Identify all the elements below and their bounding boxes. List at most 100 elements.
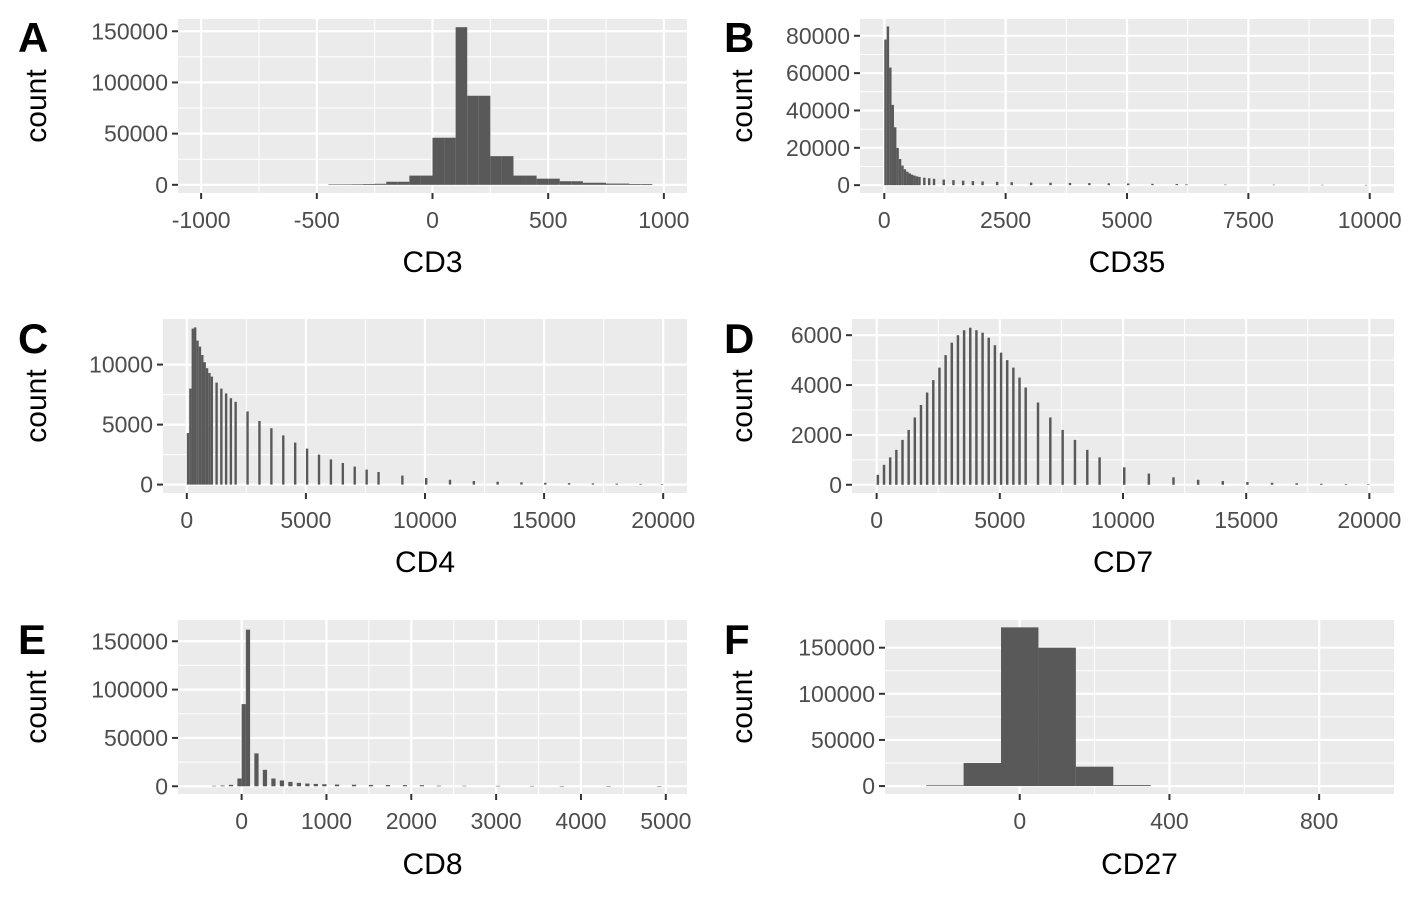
histogram-bar [926, 785, 964, 787]
histogram-bar [925, 392, 929, 485]
histogram-bar [211, 785, 217, 787]
histogram-bar [910, 174, 914, 186]
histogram-bar [901, 439, 904, 485]
histogram-bar [1073, 439, 1077, 485]
y-axis-title: count [20, 670, 53, 744]
y-tick-label: 50000 [811, 727, 875, 753]
y-tick-label: 150000 [91, 628, 168, 654]
y-tick-label: 2000 [791, 422, 842, 448]
histogram-bar [1038, 647, 1076, 787]
x-tick-label: 15000 [512, 507, 576, 533]
histogram-bar [606, 183, 618, 185]
panel-background [178, 620, 687, 794]
histogram-bar [368, 784, 374, 787]
x-tick-label: 0 [235, 808, 248, 834]
histogram-bar [1049, 417, 1052, 485]
histogram-bar [246, 411, 249, 485]
histogram-bar [956, 335, 960, 485]
panel-d: 0 2000 4000 6000 0 5000 10000 15000 20000 CD7 coun… [724, 315, 1401, 579]
histogram-bar [490, 156, 502, 185]
histogram-bar [420, 175, 433, 185]
histogram-bar [1068, 182, 1072, 186]
histogram-bar [999, 352, 1003, 485]
histogram-bar [544, 482, 547, 485]
histogram-bar [1196, 479, 1200, 485]
histogram-bar [363, 183, 375, 185]
histogram-bar [1107, 183, 1111, 186]
panel-tag: C [18, 315, 48, 362]
histogram-bar [938, 367, 941, 485]
histogram-bar [220, 388, 223, 485]
histogram-bar [571, 181, 583, 185]
histogram-bar [1123, 467, 1126, 485]
histogram-bar [432, 137, 445, 185]
histogram-bar [351, 184, 364, 185]
histogram-bar [1049, 182, 1052, 186]
x-tick-label: 500 [529, 207, 567, 233]
x-tick-label: 7500 [1223, 207, 1274, 233]
y-tick-label: 60000 [786, 60, 850, 86]
y-tick-label: 4000 [791, 372, 842, 398]
histogram-bar [975, 330, 978, 485]
histogram-bar [962, 330, 966, 485]
panel-f: 0 50000 100000 150000 0 400 800 CD27 count F [724, 616, 1394, 881]
histogram-bar [1344, 484, 1348, 485]
histogram-bar [606, 786, 611, 787]
histogram-bar [886, 26, 890, 186]
histogram-bar [918, 176, 921, 186]
histogram-bar [444, 137, 456, 185]
histogram-bar [919, 405, 923, 485]
y-tick-label: 80000 [786, 23, 850, 49]
histogram-bar [913, 417, 917, 485]
y-tick-label: 150000 [798, 635, 875, 661]
histogram-bar [993, 345, 997, 485]
y-tick-label: 0 [155, 773, 168, 799]
histogram-bar [1012, 367, 1015, 485]
histogram-bar [903, 169, 907, 186]
x-tick-label: 10000 [393, 507, 457, 533]
histogram-bar [617, 183, 630, 185]
y-axis-title: count [726, 670, 759, 744]
histogram-bar [193, 327, 197, 485]
histogram-bar [339, 184, 352, 185]
y-tick-label: 100000 [91, 69, 168, 95]
histogram-bar [436, 785, 441, 787]
histogram-bar [1185, 184, 1188, 186]
histogram-bar [237, 778, 242, 787]
histogram-bar [942, 179, 945, 186]
histogram-bar [981, 181, 984, 186]
histogram-bar [234, 401, 237, 485]
histogram-bar [448, 479, 452, 485]
histogram-bar [1113, 785, 1151, 787]
histogram-bar [196, 340, 199, 485]
histogram-bar [496, 785, 501, 787]
y-axis-title: count [20, 69, 53, 143]
histogram-bar [501, 156, 514, 185]
histogram-bar [950, 342, 954, 485]
histogram-bar [296, 782, 302, 787]
histogram-bar [1147, 473, 1151, 485]
histogram-bar [559, 181, 572, 185]
histogram-bar [559, 785, 564, 787]
histogram-bar [208, 373, 211, 485]
y-axis-title: count [726, 69, 759, 143]
y-tick-label: 0 [837, 172, 850, 198]
histogram-bar [1018, 377, 1021, 485]
histogram-bar [1024, 387, 1027, 485]
histogram-bar [305, 448, 309, 485]
panel-b: 0 20000 40000 60000 80000 0 2500 5000 7500 10000 C… [724, 14, 1402, 279]
histogram-bar [374, 183, 387, 185]
x-tick-label: 5000 [640, 808, 691, 834]
histogram-bar [1221, 481, 1225, 485]
histogram-bar [640, 183, 653, 185]
histogram-bar [409, 175, 421, 185]
histogram-bar [657, 786, 662, 787]
x-axis-title: CD27 [1101, 848, 1178, 881]
histogram-bar [913, 175, 916, 186]
histogram-bar [1320, 483, 1323, 485]
histogram-bar [1098, 457, 1101, 485]
x-tick-label: 2000 [386, 808, 437, 834]
histogram-bar [888, 457, 892, 485]
histogram-bar [898, 159, 902, 186]
histogram-bar [245, 629, 251, 787]
